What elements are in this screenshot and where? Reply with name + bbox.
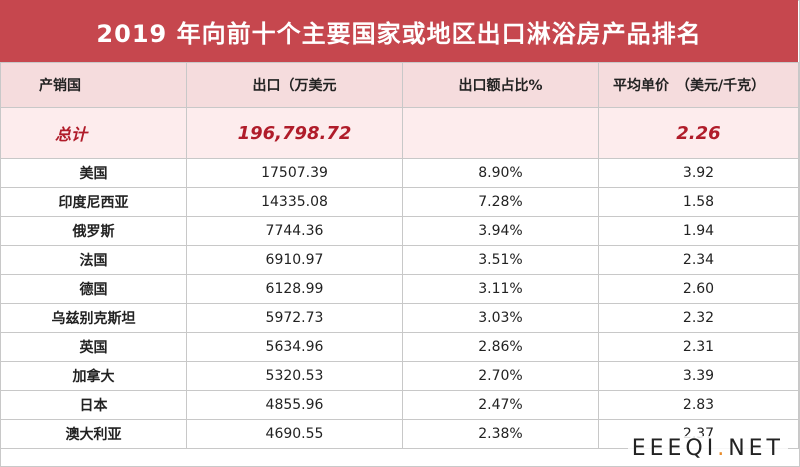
cell-price: 2.60 [598, 274, 799, 304]
cell-country: 德国 [0, 274, 187, 304]
cell-country: 澳大利亚 [0, 419, 187, 449]
table-row: 澳大利亚 4690.55 2.38% 2.37 [0, 419, 799, 449]
cell-price: 2.34 [598, 245, 799, 275]
cell-export: 5320.53 [186, 361, 403, 391]
watermark-dot: . [717, 436, 729, 461]
cell-country: 英国 [0, 332, 187, 362]
table-row: 美国 17507.39 8.90% 3.92 [0, 158, 799, 188]
watermark-suffix: NET [728, 436, 784, 461]
cell-share: 2.47% [402, 390, 599, 420]
cell-export: 7744.36 [186, 216, 403, 246]
cell-price: 2.32 [598, 303, 799, 333]
table-row: 法国 6910.97 3.51% 2.34 [0, 245, 799, 275]
cell-price: 2.83 [598, 390, 799, 420]
table-row: 印度尼西亚 14335.08 7.28% 1.58 [0, 187, 799, 217]
cell-price: 3.92 [598, 158, 799, 188]
header-country: 产销国 [0, 62, 187, 108]
cell-price: 1.58 [598, 187, 799, 217]
table-row: 德国 6128.99 3.11% 2.60 [0, 274, 799, 304]
watermark-prefix: EEEQI [631, 436, 718, 461]
cell-country: 美国 [0, 158, 187, 188]
total-price: 2.26 [598, 107, 799, 159]
cell-price: 3.39 [598, 361, 799, 391]
cell-export: 17507.39 [186, 158, 403, 188]
cell-share: 3.11% [402, 274, 599, 304]
cell-share: 2.86% [402, 332, 599, 362]
cell-country: 俄罗斯 [0, 216, 187, 246]
cell-export: 5972.73 [186, 303, 403, 333]
header-price: 平均单价 （美元/千克） [598, 62, 799, 108]
header-export: 出口（万美元 [186, 62, 403, 108]
watermark: EEEQI.NET [627, 436, 788, 461]
table-row: 英国 5634.96 2.86% 2.31 [0, 332, 799, 362]
cell-export: 4855.96 [186, 390, 403, 420]
table-row: 日本 4855.96 2.47% 2.83 [0, 390, 799, 420]
total-label: 总计 [0, 107, 187, 159]
header-share: 出口额占比% [402, 62, 599, 108]
cell-share: 2.70% [402, 361, 599, 391]
export-ranking-table: 产销国 出口（万美元 出口额占比% 平均单价 （美元/千克） 总计 196,79… [0, 62, 799, 449]
cell-share: 8.90% [402, 158, 599, 188]
table-header-row: 产销国 出口（万美元 出口额占比% 平均单价 （美元/千克） [0, 62, 799, 108]
cell-share: 3.51% [402, 245, 599, 275]
cell-share: 2.38% [402, 419, 599, 449]
cell-country: 印度尼西亚 [0, 187, 187, 217]
page-title: 2019 年向前十个主要国家或地区出口淋浴房产品排名 [0, 0, 798, 62]
cell-price: 2.31 [598, 332, 799, 362]
cell-share: 7.28% [402, 187, 599, 217]
cell-share: 3.03% [402, 303, 599, 333]
cell-export: 5634.96 [186, 332, 403, 362]
cell-export: 6910.97 [186, 245, 403, 275]
cell-price: 1.94 [598, 216, 799, 246]
total-export: 196,798.72 [186, 107, 403, 159]
table-row: 乌兹别克斯坦 5972.73 3.03% 2.32 [0, 303, 799, 333]
total-share [402, 107, 599, 159]
cell-country: 加拿大 [0, 361, 187, 391]
cell-country: 乌兹别克斯坦 [0, 303, 187, 333]
cell-country: 法国 [0, 245, 187, 275]
table-row: 加拿大 5320.53 2.70% 3.39 [0, 361, 799, 391]
cell-export: 14335.08 [186, 187, 403, 217]
total-row: 总计 196,798.72 2.26 [0, 107, 799, 159]
table-row: 俄罗斯 7744.36 3.94% 1.94 [0, 216, 799, 246]
cell-share: 3.94% [402, 216, 599, 246]
cell-country: 日本 [0, 390, 187, 420]
cell-export: 4690.55 [186, 419, 403, 449]
cell-export: 6128.99 [186, 274, 403, 304]
